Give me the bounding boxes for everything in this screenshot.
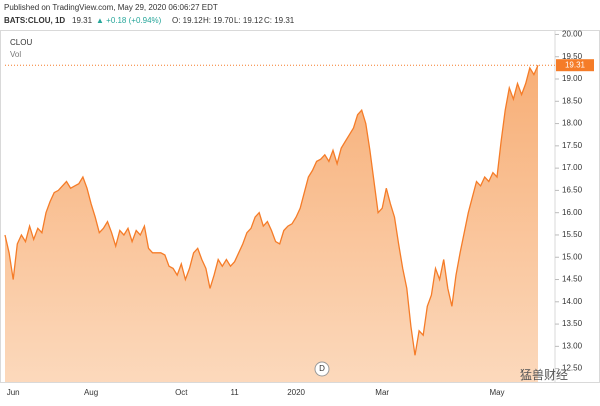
high: H: 19.70 bbox=[203, 16, 234, 25]
y-tick-label: 15.50 bbox=[562, 230, 583, 239]
last-price-tag-label: 19.31 bbox=[565, 60, 586, 69]
price-line bbox=[4, 64, 539, 356]
x-tick-label: Aug bbox=[84, 388, 98, 397]
event-marker-label: D bbox=[319, 364, 325, 373]
x-tick-label: 2020 bbox=[287, 388, 305, 397]
x-tick-label: Mar bbox=[375, 388, 389, 397]
x-tick-label: Jun bbox=[7, 388, 20, 397]
y-tick-label: 12.50 bbox=[562, 364, 583, 373]
y-tick-label: 19.00 bbox=[562, 74, 583, 83]
close: C: 19.31 bbox=[264, 16, 295, 25]
volume-label: Vol bbox=[10, 50, 21, 59]
y-tick-label: 17.00 bbox=[562, 163, 583, 172]
last-price: 19.31 bbox=[72, 16, 93, 25]
open: O: 19.12 bbox=[172, 16, 203, 25]
area-fill bbox=[5, 65, 538, 382]
y-tick-label: 16.00 bbox=[562, 208, 583, 217]
x-tick-label: 11 bbox=[230, 388, 239, 397]
y-tick-label: 14.50 bbox=[562, 275, 583, 284]
plot: 12.50 13.00 13.50 14.00 14.50 15.00 15.50 16.00… bbox=[4, 30, 594, 382]
x-tick-label: May bbox=[489, 388, 504, 397]
y-tick-label: 18.00 bbox=[562, 119, 583, 128]
y-tick-label: 15.00 bbox=[562, 252, 583, 261]
y-tick-label: 17.50 bbox=[562, 141, 583, 150]
y-tick-label: 16.50 bbox=[562, 186, 583, 195]
y-tick-label: 13.00 bbox=[562, 341, 583, 350]
symbol: BATS:CLOU, 1D bbox=[4, 16, 65, 25]
event-marker bbox=[314, 361, 330, 377]
low: L: 19.12 bbox=[234, 16, 263, 25]
change: ▲ +0.18 (+0.94%) bbox=[96, 16, 162, 25]
y-tick-label: 20.00 bbox=[562, 30, 583, 39]
y-tick-label: 19.50 bbox=[562, 52, 583, 61]
watermark: 猛兽财经 bbox=[520, 368, 568, 382]
last-price-tag bbox=[556, 59, 594, 72]
chart-title: CLOU bbox=[10, 38, 32, 47]
y-tick-label: 13.50 bbox=[562, 319, 583, 328]
y-tick-label: 14.00 bbox=[562, 297, 583, 306]
x-tick-label: Oct bbox=[175, 388, 188, 397]
published-note: Published on TradingView.com, May 29, 20… bbox=[4, 3, 218, 12]
y-tick-label: 18.50 bbox=[562, 96, 583, 105]
